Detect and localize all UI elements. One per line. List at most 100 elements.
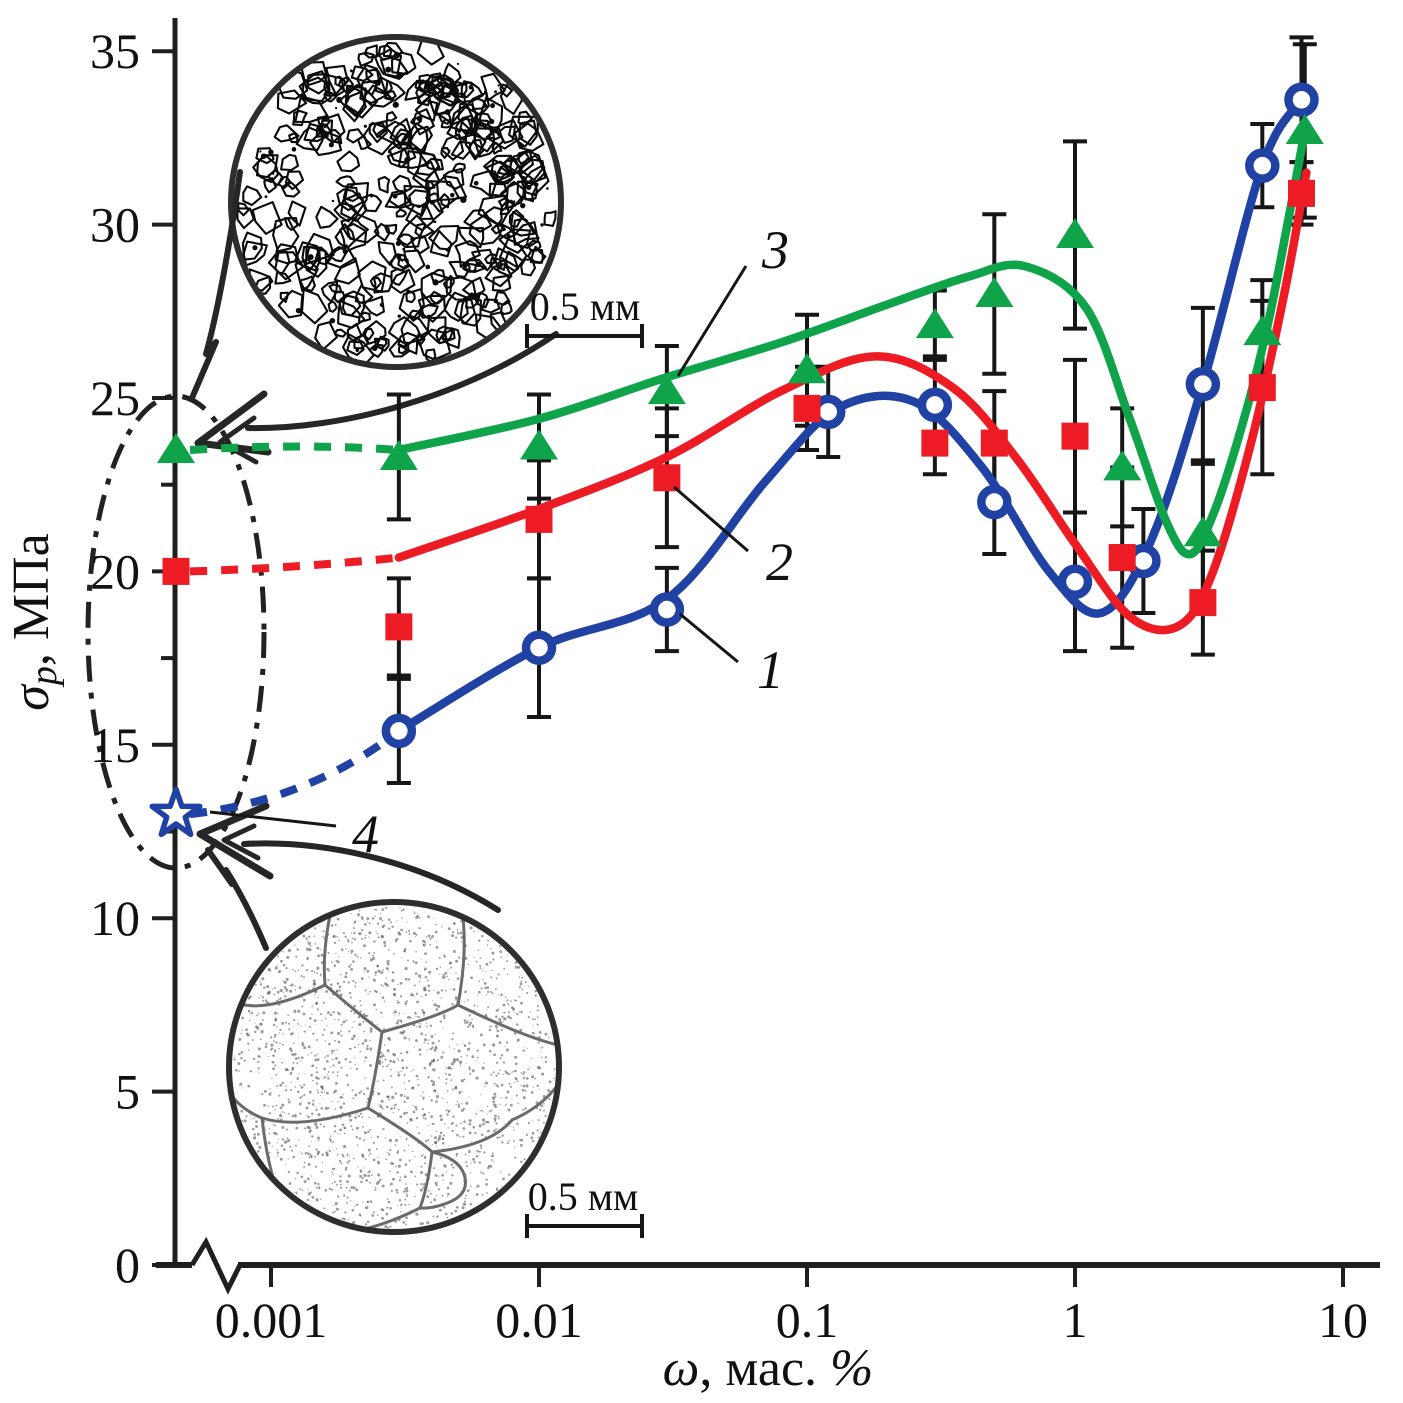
stipple-dot (274, 1172, 276, 1174)
stipple-dot (255, 1120, 258, 1124)
stipple-dot (316, 1089, 319, 1092)
stipple-dot (327, 1077, 330, 1080)
stipple-dot (484, 1081, 488, 1085)
stipple-dot (405, 1223, 408, 1226)
stipple-dot (520, 1160, 523, 1164)
stipple-dot (354, 1057, 356, 1059)
stipple-dot (442, 1097, 444, 1099)
stipple-dot (537, 1005, 540, 1008)
stipple-dot (338, 985, 342, 989)
grain-outline (333, 328, 348, 338)
stipple-dot (474, 1131, 477, 1135)
stipple-dot (516, 1013, 519, 1016)
stipple-dot (481, 1133, 484, 1137)
grain-outline (337, 299, 366, 329)
stipple-dot (521, 976, 524, 979)
stipple-dot (427, 984, 431, 988)
stipple-dot (437, 1040, 441, 1043)
stipple-dot (517, 965, 521, 969)
stipple-dot (458, 1090, 462, 1094)
stipple-dot (360, 1004, 362, 1007)
stipple-dot (307, 1054, 309, 1056)
stipple-dot (245, 1028, 248, 1032)
stipple-dot (470, 1185, 472, 1188)
stipple-dot (274, 1064, 277, 1067)
stipple-dot (405, 1066, 408, 1069)
stipple-dot (486, 1105, 489, 1108)
stipple-dot (276, 955, 279, 958)
stipple-dot (307, 941, 311, 946)
stipple-dot (320, 1107, 322, 1109)
stipple-dot (240, 1056, 243, 1060)
stipple-dot (483, 1151, 486, 1154)
stipple-dot (468, 1066, 471, 1069)
stipple-dot (337, 1040, 341, 1044)
stipple-dot (297, 1056, 300, 1060)
stipple-dot (451, 934, 455, 938)
stipple-dot (388, 971, 390, 973)
stipple-dot (445, 976, 447, 978)
grain-outline (327, 300, 338, 313)
stipple-dot (522, 1108, 525, 1111)
stipple-dot (499, 1136, 501, 1139)
stipple-dot (494, 1024, 498, 1028)
stipple-dot (310, 1156, 313, 1159)
stipple-dot (347, 1174, 351, 1178)
stipple-dot (460, 1061, 462, 1063)
stipple-dot (522, 1049, 525, 1052)
stipple-dot (423, 1015, 425, 1017)
stipple-dot (442, 1051, 445, 1054)
grain-speck (379, 302, 385, 308)
stipple-dot (536, 1016, 539, 1019)
stipple-dot (369, 1128, 372, 1131)
stipple-dot (505, 1071, 509, 1075)
stipple-dot (293, 1191, 295, 1194)
stipple-dot (240, 1032, 242, 1034)
stipple-dot (276, 1085, 278, 1087)
stipple-dot (294, 1144, 297, 1147)
stipple-dot (308, 1130, 312, 1133)
stipple-dot (483, 982, 487, 985)
stipple-dot (487, 939, 490, 942)
grain-outline (423, 157, 444, 171)
stipple-dot (471, 1025, 475, 1028)
stipple-dot (436, 1004, 439, 1007)
stipple-dot (295, 1126, 299, 1130)
grain-outline (513, 122, 545, 152)
stipple-dot (285, 967, 288, 970)
stipple-dot (274, 986, 277, 989)
stipple-dot (279, 1028, 282, 1031)
stipple-dot (492, 958, 495, 961)
stipple-dot (346, 1196, 349, 1199)
stipple-dot (468, 1068, 471, 1071)
stipple-dot (384, 1225, 388, 1228)
stipple-dot (320, 1085, 324, 1089)
grain-speck (406, 155, 411, 160)
stipple-dot (435, 1100, 438, 1103)
stipple-dot (478, 1124, 482, 1128)
grain-speck (449, 192, 455, 198)
stipple-dot (441, 1117, 443, 1120)
stipple-dot (238, 1070, 241, 1073)
stipple-dot (313, 1019, 317, 1023)
stipple-dot (435, 1130, 437, 1132)
stipple-dot (420, 1095, 422, 1097)
stipple-dot (467, 963, 470, 966)
grain-outline (430, 268, 446, 283)
stipple-dot (319, 1198, 322, 1200)
stipple-dot (495, 1187, 499, 1190)
stipple-dot (372, 1211, 375, 1214)
grain-outline (272, 217, 300, 253)
stipple-dot (358, 1137, 362, 1140)
stipple-dot (327, 1070, 330, 1073)
stipple-dot (497, 1008, 500, 1011)
stipple-dot (396, 1171, 399, 1174)
stipple-dot (434, 1181, 438, 1185)
stipple-dot (287, 1170, 291, 1174)
stipple-dot (451, 1088, 454, 1091)
stipple-dot (335, 1183, 338, 1186)
stipple-dot (432, 1080, 436, 1084)
stipple-dot (442, 1014, 446, 1018)
grain-speck (291, 147, 297, 152)
stipple-dot (386, 962, 390, 966)
